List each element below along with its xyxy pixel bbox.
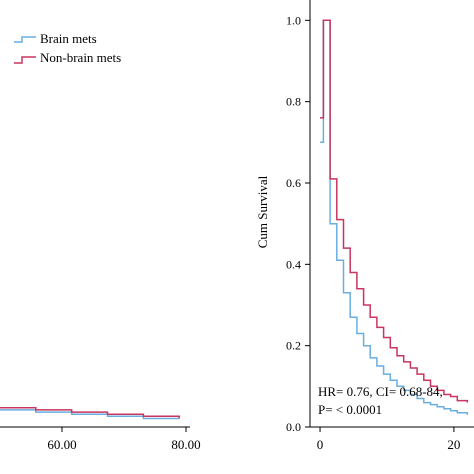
legend-label-brain: Brain mets <box>40 31 97 46</box>
legend-label-nonbrain: Non-brain mets <box>40 50 121 65</box>
right-panel: 0.0 0.2 0.4 0.6 0.8 1.0 0 20 Cum Survival HR= … <box>255 0 474 452</box>
legend-swatch-brain <box>14 36 36 43</box>
right-y-tick-label: 0.0 <box>286 420 301 434</box>
legend-swatch-nonbrain <box>14 56 36 64</box>
right-y-ticks: 0.0 0.2 0.4 0.6 0.8 1.0 <box>286 13 310 434</box>
right-y-tick-label: 0.8 <box>286 95 301 109</box>
right-x-tick-label: 20 <box>447 437 460 452</box>
annotation-hr-ci: HR= 0.76, CI= 0.68-84, <box>318 384 443 399</box>
left-series-line-nonbrain <box>0 407 180 419</box>
left-x-tick-label-60: 60.00 <box>47 437 76 452</box>
right-series-line-brain <box>320 19 469 415</box>
annotation-p-value: P= < 0.0001 <box>318 402 382 417</box>
right-y-tick-label: 0.6 <box>286 176 301 190</box>
right-y-tick-label: 1.0 <box>286 13 301 27</box>
left-x-tick-label-80: 80.00 <box>171 437 200 452</box>
right-series-line-nonbrain <box>320 19 469 403</box>
left-plot-area <box>0 407 180 420</box>
left-panel: 60.00 80.00 Brain mets Non-brain mets <box>0 31 201 452</box>
right-y-axis-label: Cum Survival <box>255 175 270 248</box>
right-y-tick-label: 0.2 <box>286 339 301 353</box>
right-x-ticks: 0 20 <box>317 427 460 452</box>
right-x-tick-label: 0 <box>317 437 324 452</box>
right-plot-area <box>320 19 469 415</box>
legend: Brain mets Non-brain mets <box>14 31 121 65</box>
left-series-line-brain <box>0 409 180 420</box>
right-y-tick-label: 0.4 <box>286 257 301 271</box>
